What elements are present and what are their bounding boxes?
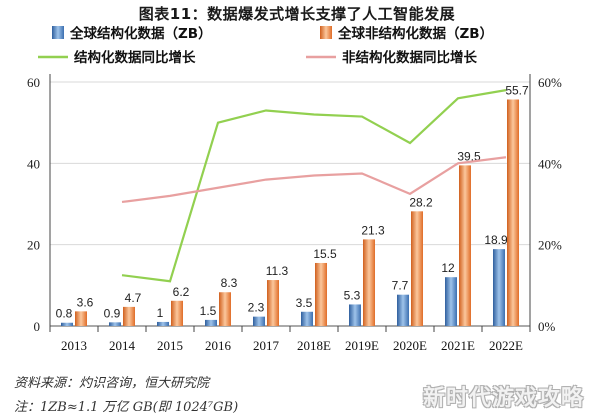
x-tick-label: 2015 [157,338,183,353]
bar-unstructured [411,211,423,326]
data-label: 55.7 [505,83,529,97]
data-label: 28.2 [409,195,433,209]
legend-swatch [52,26,64,39]
bar-unstructured [315,262,327,326]
bar-structured [349,304,361,326]
data-label: 0.8 [56,307,73,321]
bar-unstructured [267,280,279,326]
data-label: 39.5 [457,149,481,163]
data-label: 1.5 [200,304,217,318]
data-label: 15.5 [313,247,337,261]
bar-structured [61,322,73,326]
data-label: 1 [157,306,164,320]
legend-label: 全球结构化数据（ZB） [69,25,212,42]
x-tick-label: 2022E [489,338,523,353]
bar-structured [157,321,169,326]
y-right-tick-label: 0% [538,319,556,334]
bar-structured [205,319,217,326]
bar-structured [445,277,457,326]
data-label: 5.3 [344,288,361,302]
data-label: 3.5 [296,296,313,310]
data-label: 6.2 [173,285,190,299]
x-tick-label: 2017 [253,338,280,353]
bar-structured [397,294,409,326]
chart-title: 图表11：数据爆发式增长支撑了人工智能发展 [138,5,456,23]
data-label: 18.9 [484,233,508,247]
bar-structured [109,322,121,326]
bar-structured [301,311,313,326]
y-right-tick-label: 20% [538,238,562,253]
y-left-tick-label: 40 [27,156,40,171]
legend-swatch [320,26,332,39]
bar-unstructured [459,165,471,326]
data-label: 2.3 [248,301,265,315]
bar-unstructured [219,292,231,326]
x-tick-label: 2016 [205,338,232,353]
y-left-tick-label: 60 [27,75,40,90]
y-left-tick-label: 20 [27,238,40,253]
x-tick-label: 2014 [109,338,136,353]
source-note: 资料来源：灼识咨询，恒大研究院 [14,376,210,391]
legend-label: 全球非结构化数据（ZB） [337,25,493,42]
data-label: 21.3 [361,223,385,237]
unit-note: 注：1ZB≈1.1 万亿 GB(即 1024⁷GB) [14,400,239,415]
legend-label: 非结构化数据同比增长 [342,49,477,66]
line-unstructured-growth [121,156,507,204]
bar-unstructured [75,311,87,326]
x-tick-label: 2013 [61,338,87,353]
data-label: 4.7 [125,291,142,305]
data-label: 12 [441,261,455,275]
bar-structured [253,316,265,326]
legend-label: 结构化数据同比增长 [74,49,196,66]
x-tick-label: 2021E [441,338,475,353]
y-right-tick-label: 40% [538,156,562,171]
data-label: 8.3 [221,276,238,290]
line-structured-growth [121,89,507,283]
bar-unstructured [507,99,519,326]
x-tick-label: 2019E [345,338,379,353]
bar-unstructured [123,306,135,326]
y-left-tick-label: 0 [34,319,41,334]
x-tick-label: 2018E [297,338,331,353]
data-label: 11.3 [266,264,289,278]
bar-unstructured [363,239,375,326]
bar-unstructured [171,300,183,326]
data-label: 7.7 [392,279,409,293]
watermark: 新时代游戏攻略 [422,386,584,411]
bar-structured [493,249,505,326]
data-label: 3.6 [77,295,94,309]
data-label: 0.9 [104,306,121,320]
y-right-tick-label: 60% [538,75,562,90]
x-tick-label: 2020E [393,338,427,353]
